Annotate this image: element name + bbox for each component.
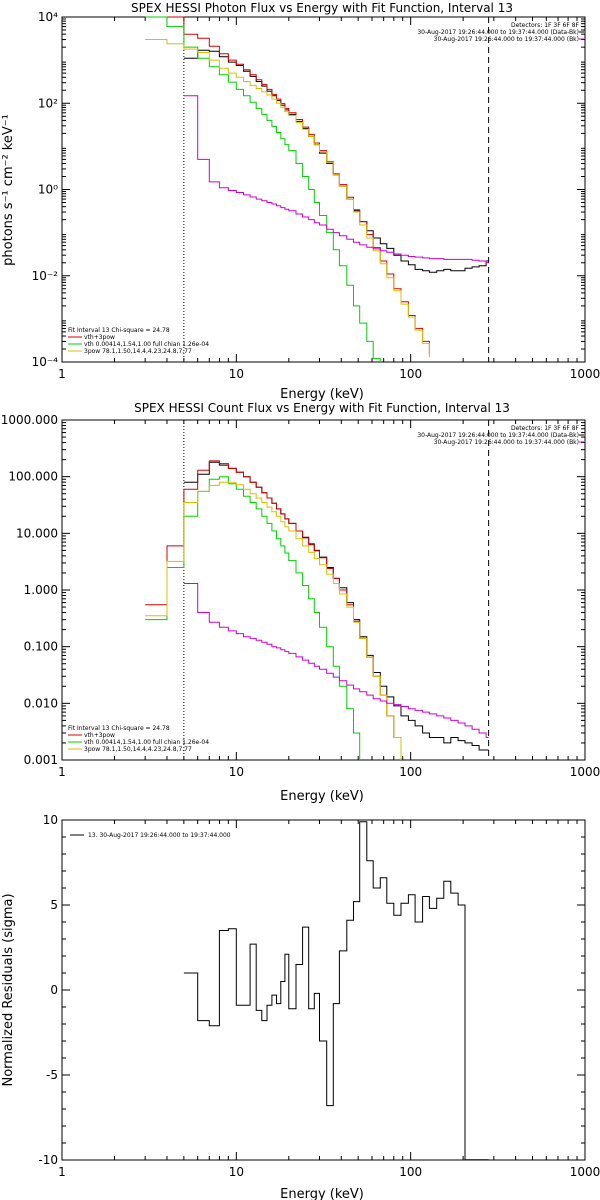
photon-flux-y-tick-label: 10⁻² bbox=[32, 269, 59, 283]
count-flux-y-tick-label: 10.000 bbox=[16, 526, 58, 540]
count-flux-y-tick-label: 0.001 bbox=[24, 753, 58, 767]
photon-flux-legend-header-line: 30-Aug-2017 19:26:44.000 to 19:37:44.000… bbox=[434, 36, 579, 43]
photon-flux-series-bk bbox=[183, 95, 489, 264]
residuals-y-tick-label: -10 bbox=[38, 1153, 58, 1167]
residuals-legend-entry: 13. 30-Aug-2017 19:26:44.000 to 19:37:44… bbox=[88, 832, 231, 839]
count-flux-y-tick-label: 0.010 bbox=[24, 696, 58, 710]
count-flux-y-tick-label: 1.000 bbox=[24, 583, 58, 597]
residuals-x-tick-label: 1000 bbox=[570, 1165, 600, 1179]
photon-flux-series-3pow bbox=[145, 39, 430, 358]
count-flux-legend-header-line: Detectors: 1F 3F 6F 8F bbox=[511, 425, 580, 432]
count-flux-series-vth bbox=[145, 476, 361, 760]
photon-flux-x-tick-label: 10 bbox=[229, 367, 244, 381]
count-flux-y-tick-label: 100.000 bbox=[8, 470, 58, 484]
count-flux-x-tick-label: 1000 bbox=[570, 765, 600, 779]
count-flux-series-bk bbox=[183, 583, 489, 738]
residuals-xlabel: Energy (keV) bbox=[280, 1187, 364, 1200]
residuals-x-tick-label: 10 bbox=[229, 1165, 244, 1179]
residuals-ylabel: Normalized Residuals (sigma) bbox=[1, 893, 16, 1086]
residuals-y-tick-label: 10 bbox=[43, 813, 58, 827]
photon-flux-fit-legend-line: Fit Interval 13 Chi-square = 24.78 bbox=[68, 327, 170, 334]
count-flux-series-3pow bbox=[145, 481, 402, 760]
photon-flux-fit-legend-line: vth 0.00414,1.54,1.00 full chian 1.26e-0… bbox=[84, 341, 209, 348]
count-flux-legend-header-line: 30-Aug-2017 19:26:44.000 to 19:37:44.000… bbox=[434, 439, 579, 446]
count-flux-series-data-bk bbox=[183, 461, 489, 751]
residuals-y-tick-label: -5 bbox=[46, 1068, 58, 1082]
photon-flux-y-tick-label: 10⁻⁴ bbox=[32, 355, 59, 369]
residuals-series-13-30-aug-2017-19-26-44-000-to-19-37-44-000 bbox=[183, 821, 489, 1161]
photon-flux-x-tick-label: 1 bbox=[58, 367, 66, 381]
photon-flux-x-tick-label: 100 bbox=[399, 367, 422, 381]
photon-flux-plot-frame bbox=[61, 16, 586, 363]
residuals-x-tick-label: 100 bbox=[399, 1165, 422, 1179]
photon-flux-y-tick-label: 10⁰ bbox=[38, 183, 58, 197]
count-flux-x-tick-label: 10 bbox=[229, 765, 244, 779]
photon-flux-legend-header-line: 30-Aug-2017 19:26:44.000 to 19:37:44.000… bbox=[417, 29, 579, 36]
count-flux-x-tick-label: 100 bbox=[399, 765, 422, 779]
residuals-panel: Energy (keV) Normalized Residuals (sigma… bbox=[1, 813, 600, 1200]
photon-flux-x-tick-label: 1000 bbox=[570, 367, 600, 381]
photon-flux-series-vth bbox=[145, 16, 381, 362]
photon-flux-series-data-bk bbox=[183, 49, 489, 273]
count-flux-fit-legend-line: 3pow 78.1,1.50,14.4,4.23,24.8,7.77 bbox=[84, 746, 192, 753]
photon-flux-panel: SPEX HESSI Photon Flux vs Energy with Fi… bbox=[1, 1, 600, 402]
count-flux-title: SPEX HESSI Count Flux vs Energy with Fit… bbox=[134, 401, 510, 415]
residuals-plot-frame bbox=[61, 819, 586, 1161]
residuals-x-tick-label: 1 bbox=[58, 1165, 66, 1179]
count-flux-panel: SPEX HESSI Count Flux vs Energy with Fit… bbox=[1, 401, 600, 804]
photon-flux-ylabel: photons s⁻¹ cm⁻² keV⁻¹ bbox=[1, 114, 16, 266]
count-flux-x-tick-label: 1 bbox=[58, 765, 66, 779]
residuals-y-tick-label: 0 bbox=[50, 983, 58, 997]
count-flux-y-tick-label: 1000.000 bbox=[1, 413, 58, 427]
count-flux-plot-frame bbox=[61, 419, 586, 761]
count-flux-fit-legend-line: vth 0.00414,1.54,1.00 full chian 1.26e-0… bbox=[84, 739, 209, 746]
count-flux-fit-legend-line: vth+3pow bbox=[84, 732, 115, 739]
photon-flux-y-tick-label: 10² bbox=[38, 96, 58, 110]
count-flux-xlabel: Energy (keV) bbox=[280, 789, 364, 804]
count-flux-legend-header-line: 30-Aug-2017 19:26:44.000 to 19:37:44.000… bbox=[417, 432, 579, 439]
photon-flux-y-tick-label: 10⁴ bbox=[38, 10, 58, 24]
photon-flux-fit-legend-line: 3pow 78.1,1.50,14.4,4.23,24.8,7.77 bbox=[84, 348, 192, 355]
photon-flux-legend-header-line: Detectors: 1F 3F 6F 8F bbox=[511, 22, 580, 29]
photon-flux-title: SPEX HESSI Photon Flux vs Energy with Fi… bbox=[131, 1, 513, 15]
residuals-y-tick-label: 5 bbox=[50, 898, 58, 912]
count-flux-y-tick-label: 0.100 bbox=[24, 640, 58, 654]
photon-flux-xlabel: Energy (keV) bbox=[280, 387, 364, 402]
photon-flux-series-vth-3pow bbox=[145, 16, 430, 355]
photon-flux-fit-legend-line: vth+3pow bbox=[84, 334, 115, 341]
count-flux-fit-legend-line: Fit Interval 13 Chi-square = 24.78 bbox=[68, 725, 170, 732]
